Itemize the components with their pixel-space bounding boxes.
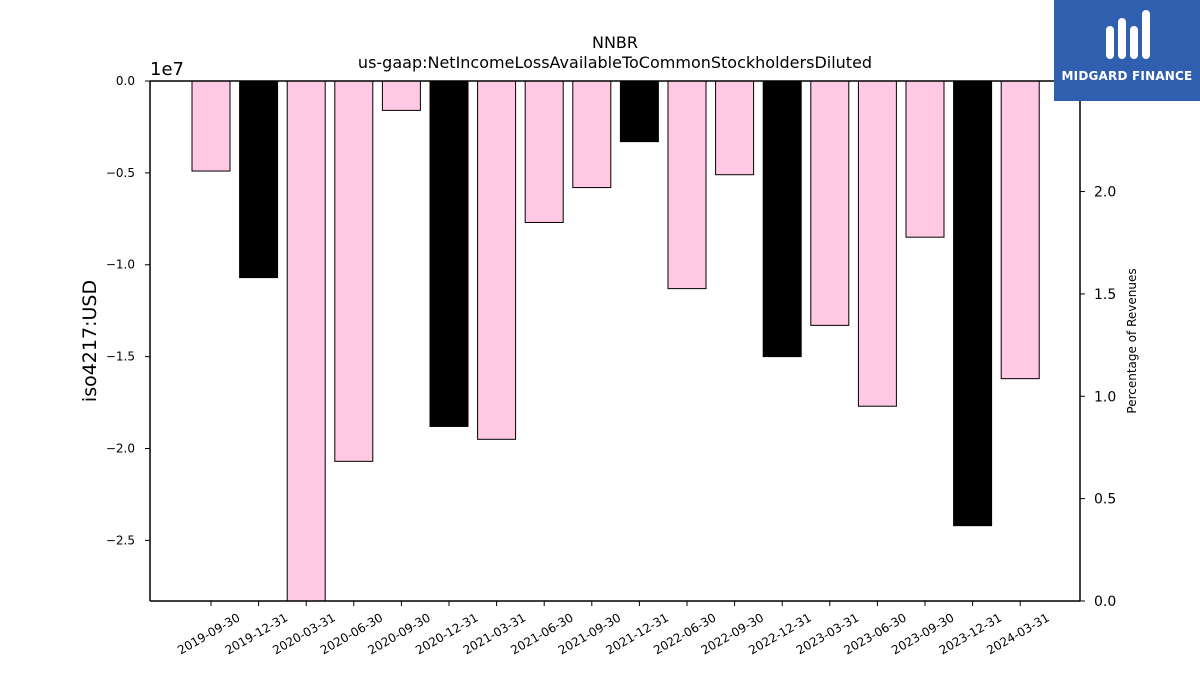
bar-2020-09-30 [381,80,421,111]
y2-tick-label: 1.5 [1094,287,1116,303]
bar-2019-12-31 [239,80,279,279]
y2-tick-label: 2.0 [1094,185,1116,201]
bar-2020-03-31 [286,80,326,602]
bar-2022-06-30 [667,80,707,290]
midgard-finance-logo: MIDGARD FINANCE [1054,0,1200,101]
chart-subtitle: us-gaap:NetIncomeLossAvailableToCommonSt… [358,53,872,72]
bar-2023-03-31 [810,80,850,326]
y-tick-label: −1.0 [106,258,135,272]
bar-2021-06-30 [524,80,564,223]
y-axis-label: iso4217:USD [79,280,101,402]
y2-tick-label: 1.0 [1094,389,1116,405]
y-tick-label: 0.0 [116,74,135,88]
y2-axis-label: Percentage of Revenues [1125,268,1139,413]
y-tick-label: −0.5 [106,166,135,180]
bar-2023-09-30 [905,80,945,238]
bar-2021-03-31 [477,80,517,440]
bars-group [191,80,1040,602]
logo-mark-icon [1106,10,1150,59]
bar-2020-06-30 [334,80,374,462]
bar-2020-12-31 [429,80,469,427]
bar-2023-06-30 [857,80,897,407]
logo-text: MIDGARD FINANCE [1061,69,1193,83]
y-tick-label: −2.5 [106,533,135,547]
bar-2022-09-30 [715,80,755,176]
y-axis-offset-label: 1e7 [150,59,184,80]
y2-tick-label: 0.0 [1094,594,1116,610]
bar-2023-12-31 [953,80,993,527]
y-tick-label: −1.5 [106,350,135,364]
chart-title: NNBR [592,33,638,52]
y-tick-label: −2.0 [106,441,135,455]
bar-2021-09-30 [572,80,612,189]
bar-2019-09-30 [191,80,231,172]
bar-2022-12-31 [762,80,802,358]
y2-tick-label: 0.5 [1094,492,1116,508]
bar-2024-03-31 [1000,80,1040,380]
bar-2021-12-31 [619,80,659,143]
